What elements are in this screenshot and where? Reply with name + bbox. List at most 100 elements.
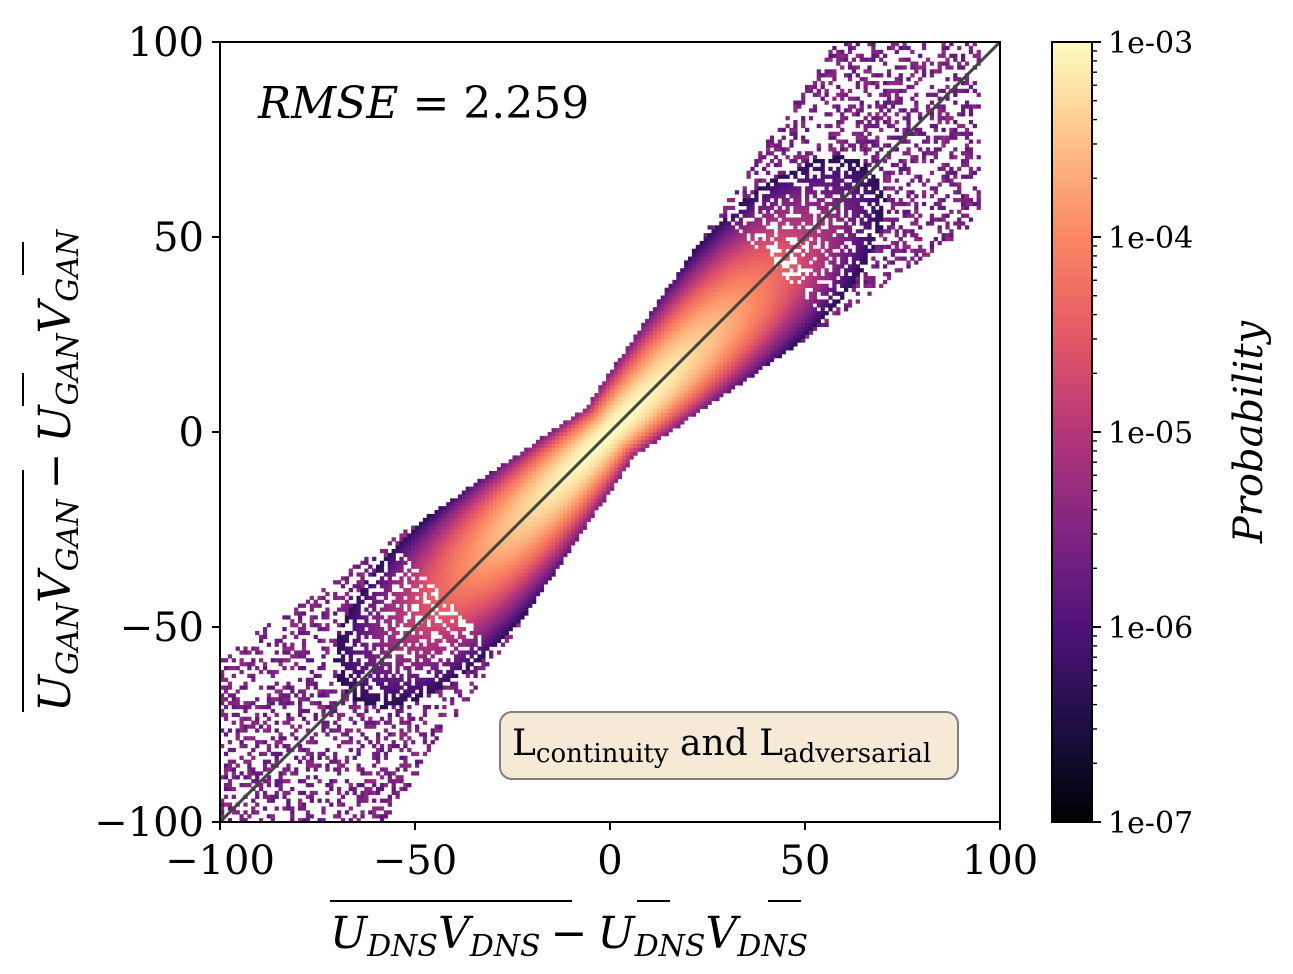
histogram-cell: [524, 552, 529, 558]
histogram-cell: [625, 404, 630, 409]
histogram-cell: [516, 533, 521, 538]
histogram-cell: [695, 408, 701, 413]
histogram-cell: [610, 459, 615, 464]
histogram-cell: [754, 264, 759, 269]
histogram-cell: [528, 580, 533, 585]
histogram-cell: [535, 560, 541, 565]
histogram-cell: [719, 260, 724, 265]
histogram-cell: [691, 256, 697, 261]
histogram-cell: [777, 318, 782, 324]
histogram-cell: [664, 432, 669, 437]
histogram-cell: [695, 311, 701, 316]
histogram-cell: [680, 330, 685, 335]
histogram-cell: [730, 272, 736, 277]
histogram-cell: [313, 615, 318, 620]
histogram-cell: [251, 720, 256, 725]
histogram-cell: [668, 385, 673, 390]
histogram-cell: [668, 283, 673, 289]
histogram-cell: [746, 209, 751, 214]
histogram-cell: [235, 810, 240, 815]
histogram-cell: [695, 389, 701, 394]
histogram-cell: [695, 295, 701, 300]
histogram-cell: [769, 303, 775, 308]
histogram-cell: [629, 346, 634, 351]
histogram-cell: [508, 599, 513, 604]
histogram-cell: [274, 794, 279, 799]
histogram-cell: [773, 303, 779, 308]
histogram-cell: [742, 354, 747, 359]
histogram-cell: [746, 354, 751, 359]
histogram-cell: [368, 720, 373, 725]
histogram-cell: [773, 354, 779, 359]
histogram-cell: [477, 646, 482, 651]
histogram-cell: [613, 435, 619, 441]
histogram-cell: [290, 724, 295, 729]
histogram-cell: [496, 588, 502, 593]
histogram-cell: [493, 634, 498, 640]
histogram-cell: [699, 322, 704, 328]
histogram-cell: [606, 439, 611, 445]
histogram-cell: [337, 790, 342, 796]
histogram-cell: [535, 459, 541, 464]
histogram-cell: [461, 584, 467, 589]
histogram-cell: [633, 377, 638, 382]
histogram-cell: [395, 564, 400, 569]
histogram-cell: [348, 740, 353, 745]
histogram-cell: [391, 786, 396, 792]
histogram-cell: [594, 412, 599, 417]
histogram-cell: [715, 365, 720, 370]
histogram-cell: [742, 326, 747, 331]
histogram-cell: [668, 354, 673, 359]
histogram-cell: [504, 634, 509, 640]
histogram-cell: [454, 549, 459, 554]
histogram-cell: [430, 662, 435, 667]
histogram-cell: [407, 650, 412, 655]
histogram-cell: [738, 311, 743, 316]
histogram-cell: [707, 225, 712, 230]
histogram-cell: [695, 369, 701, 374]
histogram-cell: [563, 447, 568, 452]
histogram-cell: [340, 634, 346, 640]
histogram-cell: [723, 225, 728, 230]
histogram-cell: [496, 549, 502, 554]
histogram-cell: [469, 541, 474, 546]
histogram-cell: [399, 708, 404, 714]
histogram-cell: [656, 393, 662, 398]
histogram-cell: [695, 272, 701, 277]
histogram-cell: [766, 334, 771, 339]
histogram-cell: [688, 291, 693, 296]
histogram-cell: [379, 685, 385, 690]
histogram-cell: [652, 315, 658, 320]
histogram-cell: [450, 502, 455, 507]
histogram-cell: [450, 623, 455, 628]
histogram-cell: [348, 783, 353, 788]
histogram-cell: [742, 268, 747, 273]
histogram-cell: [489, 494, 494, 499]
histogram-cell: [676, 357, 681, 363]
histogram-cell: [602, 412, 607, 417]
histogram-cell: [481, 591, 486, 597]
histogram-cell: [309, 790, 314, 796]
histogram-cell: [719, 307, 724, 312]
histogram-cell: [516, 517, 521, 523]
histogram-cell: [660, 420, 665, 425]
histogram-cell: [415, 724, 420, 729]
histogram-cell: [270, 794, 275, 799]
histogram-cell: [711, 393, 716, 398]
histogram-cell: [625, 361, 630, 367]
histogram-cell: [571, 435, 576, 441]
histogram-cell: [344, 677, 350, 682]
histogram-cell: [372, 662, 377, 667]
histogram-cell: [723, 318, 728, 324]
histogram-cell: [387, 588, 392, 593]
histogram-cell: [454, 615, 459, 620]
histogram-cell: [594, 435, 599, 441]
histogram-cell: [243, 716, 248, 721]
histogram-cell: [699, 385, 704, 390]
histogram-cell: [461, 521, 467, 526]
histogram-cell: [407, 689, 412, 694]
histogram-cell: [259, 638, 264, 643]
histogram-cell: [461, 611, 467, 616]
histogram-cell: [352, 669, 357, 675]
histogram-cell: [535, 482, 541, 487]
